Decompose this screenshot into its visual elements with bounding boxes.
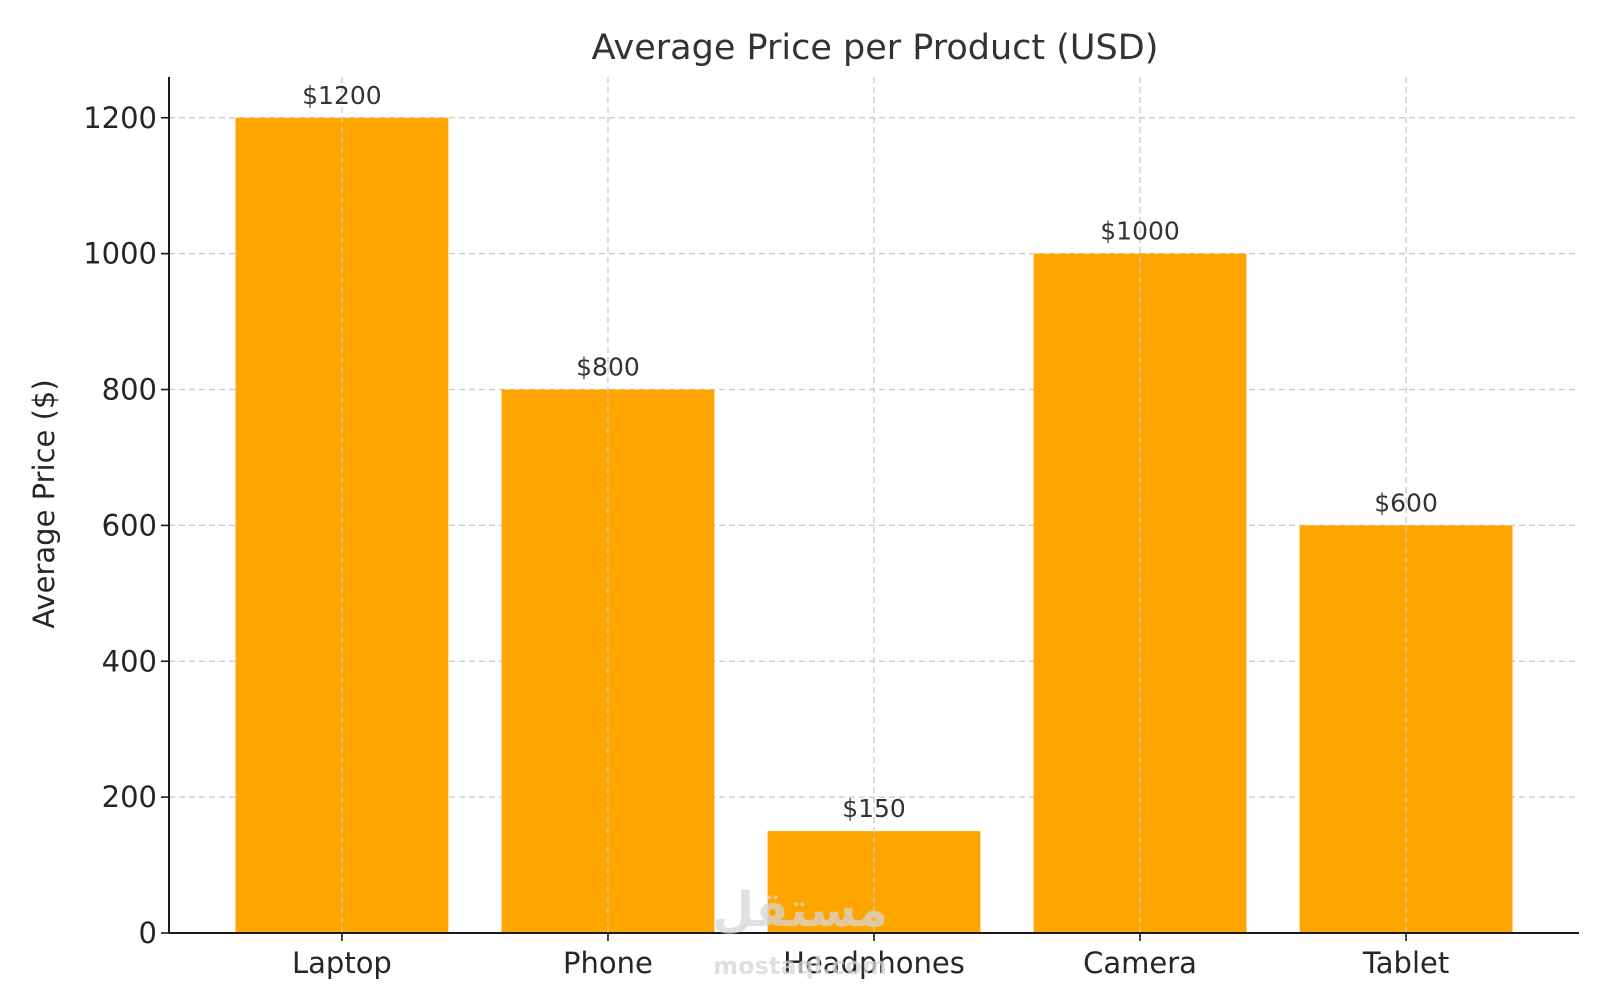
- data-label: $1200: [302, 81, 382, 110]
- x-tick-label: Tablet: [1362, 946, 1449, 980]
- watermark-logo: مستقل mostaql.com: [712, 882, 888, 980]
- x-tick-label: Phone: [563, 946, 653, 980]
- tick-labels: 0 200 400 600 800 1000 1200 Laptop Phone Headphon…: [83, 101, 1449, 980]
- y-axis-label: Average Price ($): [27, 379, 61, 628]
- data-label: $1000: [1100, 217, 1180, 246]
- y-tick-label: 1000: [83, 237, 157, 271]
- x-tick-label: Camera: [1083, 946, 1197, 980]
- watermark-arabic: مستقل: [712, 882, 888, 938]
- data-label: $800: [576, 353, 640, 382]
- x-grid-lines: [341, 77, 1407, 933]
- y-tick-label: 1200: [83, 101, 157, 135]
- x-tick-label: Headphones: [783, 946, 965, 980]
- data-labels: $1200 $800 $150 $1000 $600: [302, 81, 1438, 823]
- chart-title: Average Price per Product (USD): [592, 28, 1159, 68]
- data-label: $150: [842, 794, 906, 823]
- y-tick-label: 800: [102, 373, 157, 407]
- watermark-latin: mostaql.com: [713, 952, 887, 980]
- y-tick-label: 400: [102, 644, 157, 678]
- y-tick-label: 600: [102, 508, 157, 542]
- y-tick-label: 200: [102, 780, 157, 814]
- y-tick-label: 0: [139, 916, 157, 950]
- x-tick-label: Laptop: [292, 946, 392, 980]
- data-label: $600: [1374, 488, 1438, 517]
